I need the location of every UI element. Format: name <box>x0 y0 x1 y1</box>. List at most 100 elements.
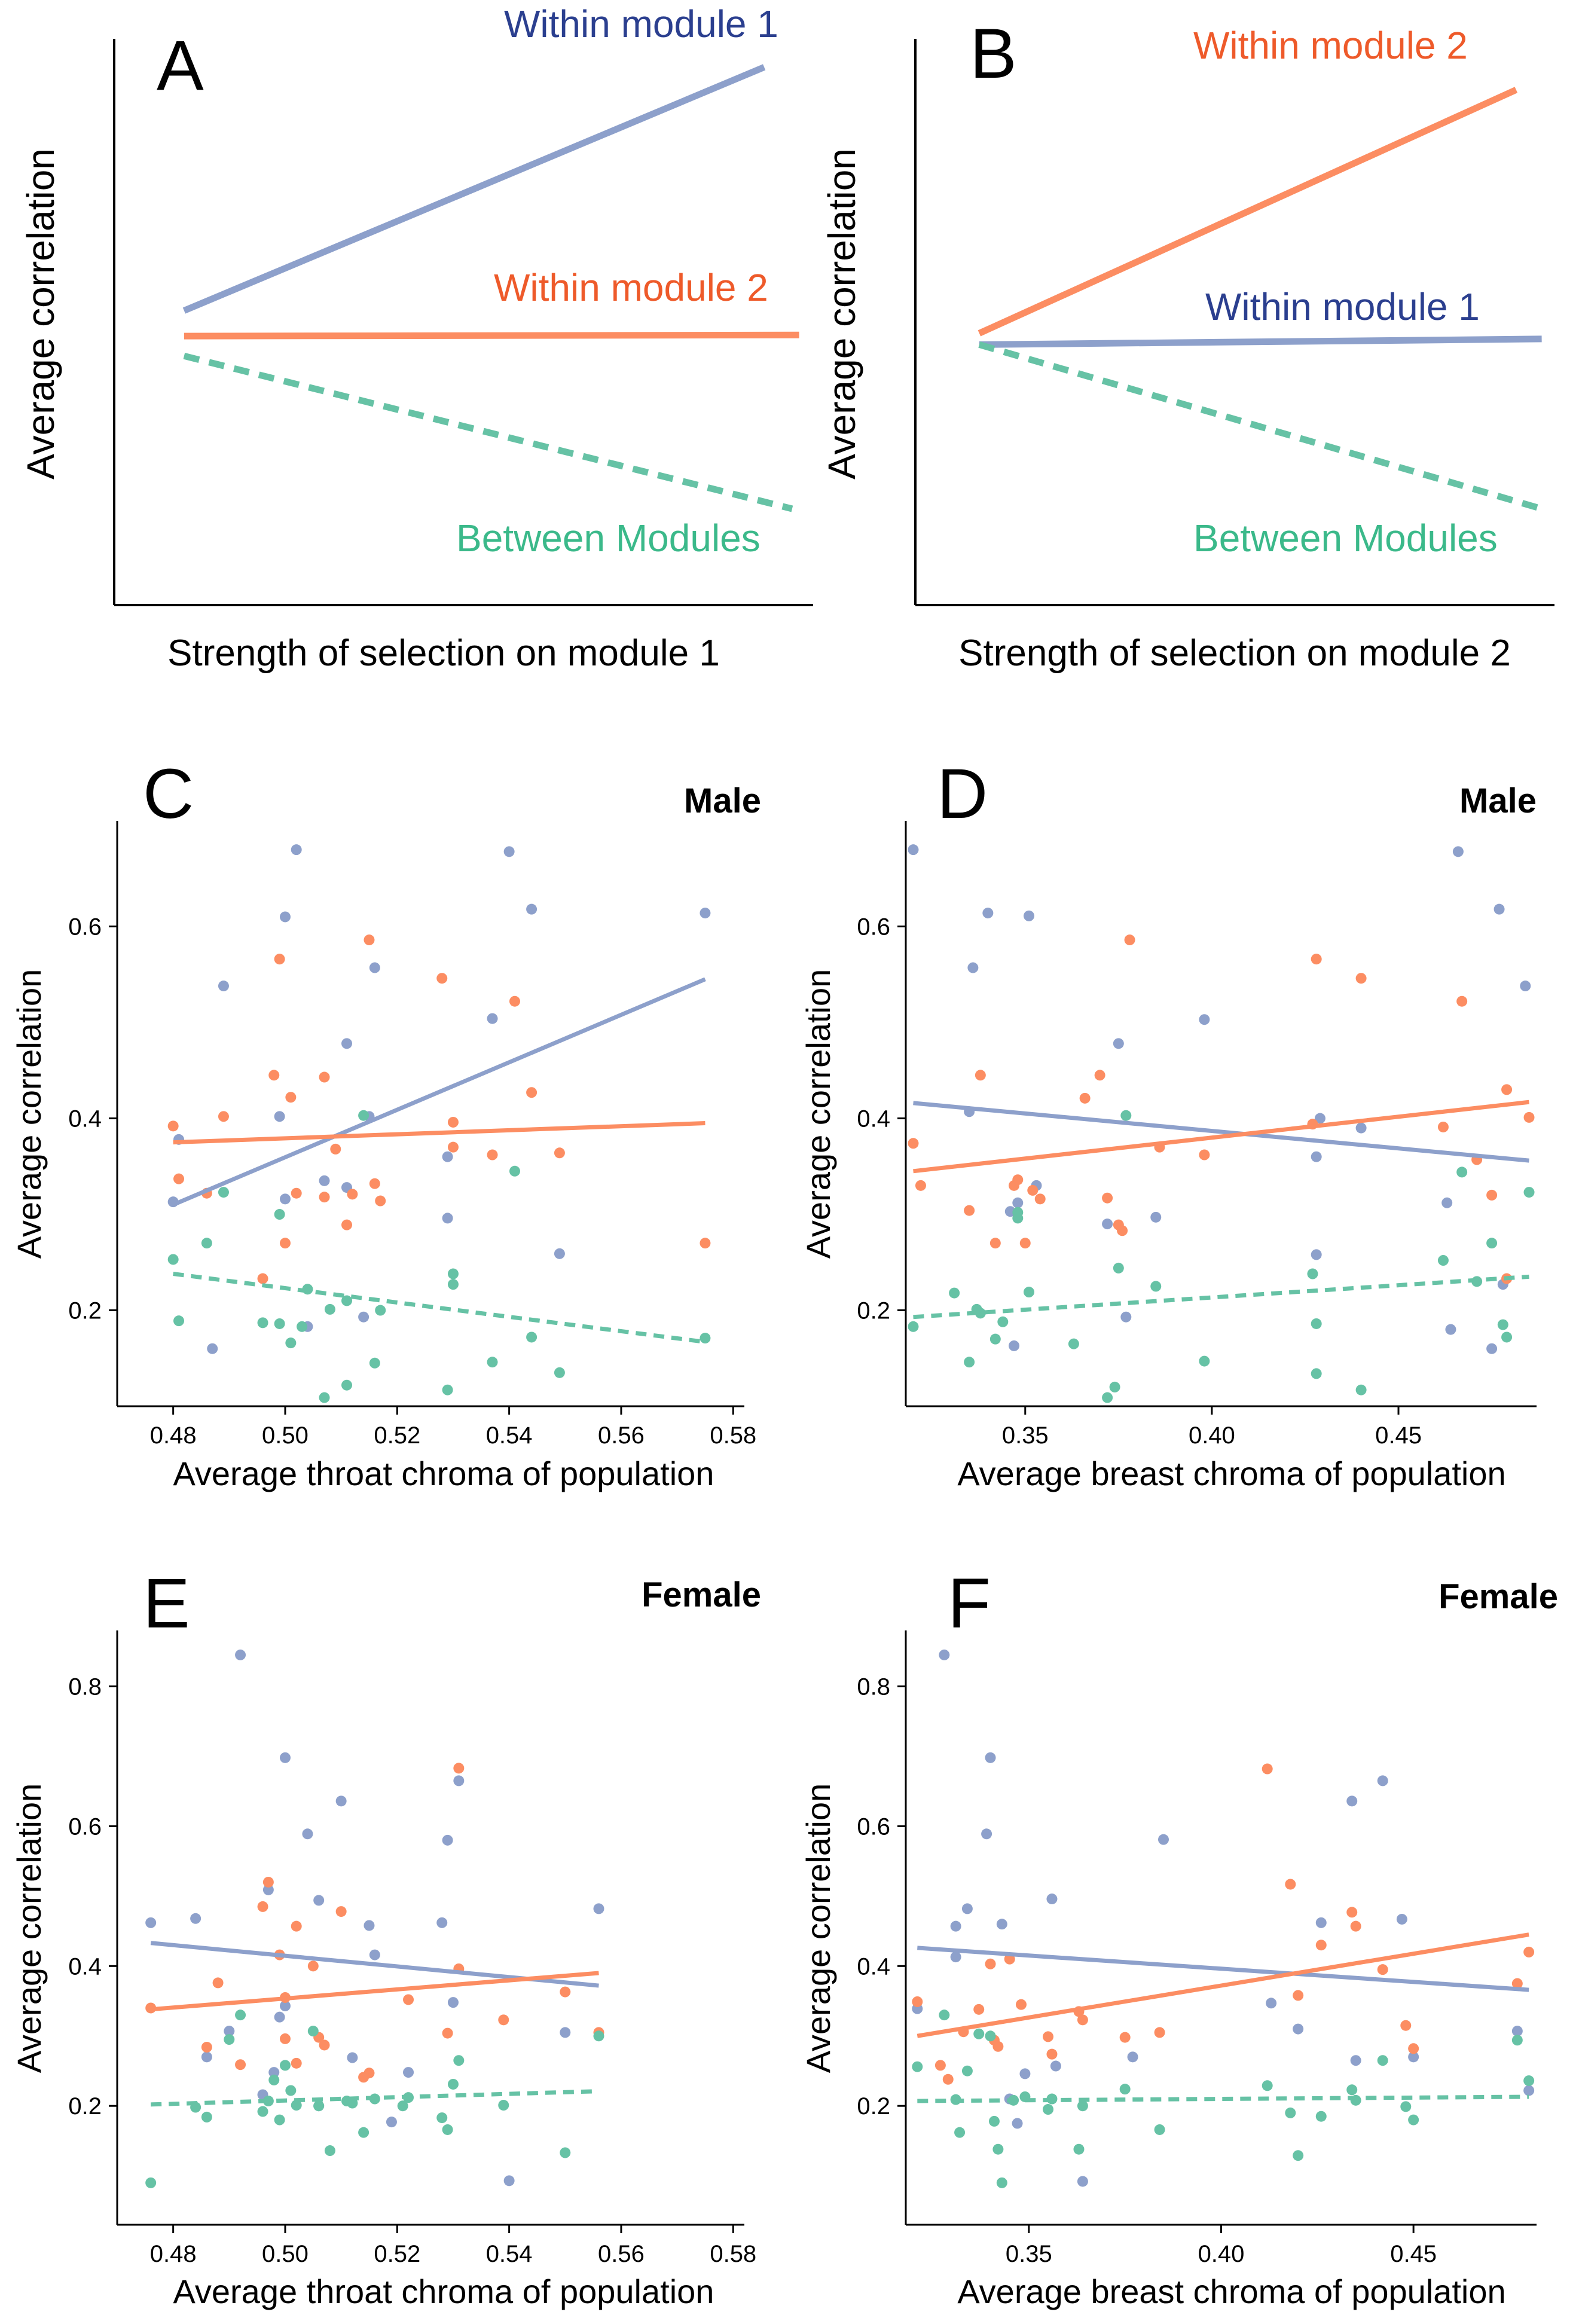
scatter-panel-c: 0.48 0.50 0.52 0.54 0.56 0.58 0.2 0.4 0.6 C Male… <box>10 755 761 1492</box>
data-point-between <box>554 1367 565 1378</box>
data-point-within2 <box>1117 1225 1128 1236</box>
data-point-between <box>985 2030 996 2042</box>
data-point-between <box>1077 2100 1088 2112</box>
data-point-within2 <box>201 2041 212 2053</box>
data-point-within1 <box>1315 1917 1327 1928</box>
trend-line-within2 <box>917 1932 1529 2038</box>
data-point-within2 <box>498 2014 509 2026</box>
y-tick-label: 0.6 <box>857 914 890 940</box>
x-tick-label: 0.52 <box>374 1422 420 1449</box>
trend-line-within1 <box>917 1946 1529 1992</box>
data-point-within2 <box>447 1141 459 1153</box>
data-point-between <box>341 1379 353 1391</box>
data-point-within2 <box>268 1070 280 1081</box>
data-point-between <box>313 2100 325 2112</box>
data-point-between <box>447 1268 459 1279</box>
panel-letter: E <box>143 1564 190 1643</box>
data-point-between <box>992 2143 1004 2155</box>
data-point-between <box>487 1357 498 1368</box>
data-point-within2 <box>291 1187 302 1199</box>
data-point-within2 <box>1046 2048 1058 2060</box>
data-point-within2 <box>262 1876 274 1888</box>
data-point-between <box>436 2112 448 2124</box>
data-point-within1 <box>274 2011 285 2023</box>
data-point-within1 <box>1266 1998 1277 2009</box>
data-point-between <box>973 2028 985 2039</box>
data-point-between <box>442 1384 453 1395</box>
y-axis-title: Average correlation <box>10 969 48 1259</box>
data-point-between <box>369 1357 380 1369</box>
data-point-within1 <box>1311 1249 1322 1260</box>
y-tick-label: 0.8 <box>857 1674 890 1700</box>
data-point-within2 <box>375 1195 386 1207</box>
data-point-within1 <box>1009 1340 1020 1351</box>
within-module-1-label: Within module 1 <box>504 2 778 45</box>
data-point-within2 <box>291 2057 302 2069</box>
y-tick-label: 0.6 <box>857 1813 890 1840</box>
x-tick-label: 0.52 <box>374 2241 420 2267</box>
data-point-within1 <box>967 962 979 973</box>
data-point-within1 <box>1452 846 1464 857</box>
data-point-between <box>700 1333 711 1344</box>
data-point-between <box>593 2030 604 2042</box>
sex-label: Female <box>642 1575 761 1614</box>
data-point-within1 <box>369 1949 380 1960</box>
data-point-within1 <box>1012 2118 1023 2129</box>
data-point-within1 <box>218 981 229 992</box>
y-axis-title: Average correlation <box>19 148 62 480</box>
data-point-within1 <box>908 844 919 856</box>
concept-line-within2 <box>978 87 1518 337</box>
data-point-within1 <box>503 2175 515 2186</box>
concept-lines <box>182 64 799 512</box>
y-tick-label: 0.4 <box>857 1953 890 1980</box>
data-point-between <box>1315 2111 1327 2122</box>
data-point-between <box>1119 2084 1131 2095</box>
data-point-within1 <box>341 1038 353 1049</box>
data-point-between <box>912 2061 923 2072</box>
data-point-between <box>285 1337 297 1349</box>
data-point-within2 <box>442 2027 453 2039</box>
trend-line-within2 <box>150 1971 599 2012</box>
data-point-within2 <box>964 1205 975 1216</box>
data-point-within2 <box>1102 1192 1113 1204</box>
data-point-within2 <box>319 1071 330 1083</box>
data-point-within1 <box>1523 2085 1535 2096</box>
tick-marks: 0.48 0.50 0.52 0.54 0.56 0.58 0.2 0.4 0.6 <box>68 914 756 1449</box>
data-point-between <box>526 1332 537 1343</box>
x-tick-label: 0.45 <box>1375 1422 1422 1449</box>
x-tick-label: 0.50 <box>262 1422 309 1449</box>
y-tick-label: 0.2 <box>68 2093 102 2120</box>
data-point-between <box>1073 2143 1085 2155</box>
data-point-between <box>297 1321 308 1332</box>
data-point-between <box>1437 1255 1449 1266</box>
trend-line-between <box>151 2089 599 2107</box>
data-point-between <box>167 1254 179 1265</box>
data-point-within2 <box>279 1238 291 1249</box>
trend-line-within2 <box>173 1121 705 1145</box>
data-point-within2 <box>1019 1238 1031 1249</box>
data-point-within1 <box>291 844 302 856</box>
data-point-between <box>1109 1381 1120 1392</box>
data-point-between <box>324 1303 335 1315</box>
data-point-within2 <box>700 1238 711 1249</box>
data-point-within1 <box>190 1913 201 1924</box>
data-point-within2 <box>212 1977 224 1989</box>
data-point-within2 <box>934 2060 946 2071</box>
data-point-between <box>954 2127 966 2138</box>
data-point-within2 <box>1124 935 1135 946</box>
data-point-between <box>1199 1355 1210 1367</box>
data-point-within2 <box>447 1116 459 1128</box>
data-point-within1 <box>347 2052 358 2063</box>
data-point-between <box>1307 1268 1318 1279</box>
trend-line-between <box>913 1274 1529 1320</box>
data-point-between <box>279 2060 291 2071</box>
data-point-between <box>1377 2055 1388 2066</box>
concept-line-between <box>978 341 1543 512</box>
data-point-within1 <box>985 1752 996 1763</box>
within-module-1-label: Within module 1 <box>1205 285 1480 328</box>
trend-lines <box>913 1100 1529 1320</box>
y-tick-label: 0.4 <box>68 1106 102 1132</box>
data-point-within1 <box>207 1343 218 1354</box>
trend-line-within2 <box>913 1100 1529 1174</box>
